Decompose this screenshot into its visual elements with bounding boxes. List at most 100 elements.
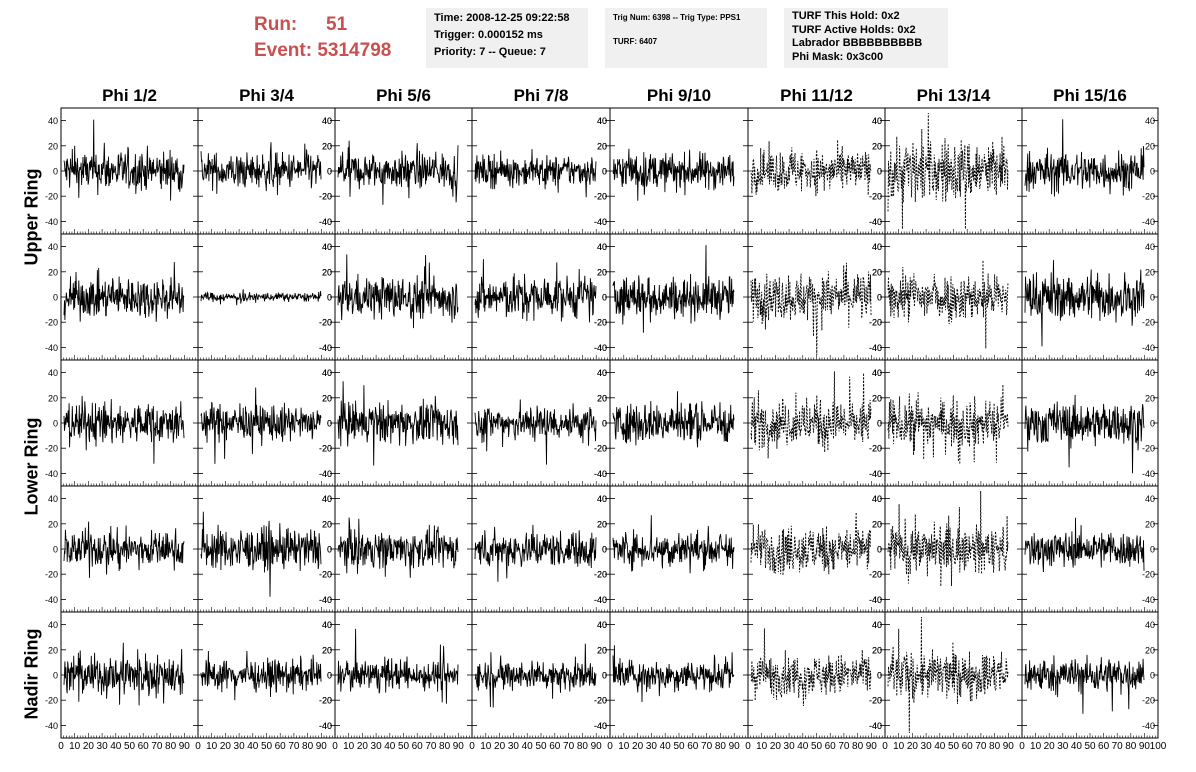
y-tick-label: 40 [322,368,332,378]
waveform-panel: -40 -20 0 20 40 [319,485,473,613]
y-tick-label: 40 [597,116,607,126]
x-tick-label: 50 [398,741,410,752]
x-tick-label: 20 [1044,741,1056,752]
x-tick-label: 10 [893,741,905,752]
x-tick-label: 60 [687,741,699,752]
x-tick-label: 50 [948,741,960,752]
y-tick-label: 0 [53,671,58,681]
y-tick-label: 40 [1145,494,1155,504]
y-tick-label: 0 [327,671,332,681]
y-tick-label: 40 [322,116,332,126]
waveform-trace [200,142,322,196]
y-tick-label: 0 [327,293,332,303]
panel-frame [884,359,1023,487]
y-tick-label: 40 [597,494,607,504]
y-tick-label: -20 [45,696,58,706]
x-tick-label: 60 [275,741,287,752]
y-tick-label: 20 [322,519,332,529]
y-tick-label: 20 [872,393,882,403]
x-tick-label: 10 [343,741,355,752]
y-tick-label: 0 [53,167,58,177]
x-tick-label: 40 [660,741,672,752]
x-tick-label: 90 [591,741,603,752]
y-tick-label: 20 [597,267,607,277]
waveform-panel: -40 -20 0 20 40 [594,485,749,613]
y-tick-label: -20 [45,444,58,454]
y-tick-label: 40 [1145,242,1155,252]
waveform-trace [750,371,872,459]
x-tick-label: 90 [179,741,191,752]
y-tick-label: 20 [322,645,332,655]
y-tick-label: 40 [322,368,332,378]
waveform-trace [337,517,459,578]
waveform-panel: -40 -20 0 20 40 [45,107,199,235]
trigger-line: Trigger: 0.000152 ms [434,29,543,41]
waveform-trace [1024,260,1145,347]
y-tick-label: -20 [1142,570,1155,580]
column-header: Phi 3/4 [239,86,294,105]
column-header: Phi 9/10 [646,86,712,105]
y-tick-label: -20 [869,696,882,706]
x-tick-label: 70 [701,741,713,752]
y-tick-label: -20 [1142,318,1155,328]
y-tick-label: -40 [1142,469,1155,479]
waveform-panel: -40 -20 0 20 40 [747,233,886,361]
y-tick-label: -40 [869,595,882,605]
y-tick-label: 0 [877,419,882,429]
x-tick-label: 30 [784,741,796,752]
y-tick-label: 20 [597,645,607,655]
x-tick-label: 60 [962,741,974,752]
x-tick-label: 20 [907,741,919,752]
y-tick-label: -20 [319,444,332,454]
y-tick-label: 20 [322,393,332,403]
y-tick-label: 20 [48,645,58,655]
y-tick-label: 0 [877,545,882,555]
labrador-line: Labrador BBBBBBBBBB [792,37,923,49]
waveform-panel: -40 -20 0 20 40 [869,359,1023,487]
y-tick-label: -40 [45,721,58,731]
x-tick-label: 70 [563,741,575,752]
y-tick-label: 0 [602,293,607,303]
y-tick-label: -20 [319,570,332,580]
x-tick-label: 0 [332,741,338,752]
x-tick-label: 30 [371,741,383,752]
x-tick-label: 0 [195,741,201,752]
y-tick-label: -20 [45,318,58,328]
y-tick-label: 40 [48,116,58,126]
x-tick-label: 90 [1003,741,1015,752]
y-tick-label: 0 [53,545,58,555]
y-tick-label: 20 [597,141,607,151]
waveform-trace [887,112,1009,230]
waveform-trace [887,490,1009,587]
x-tick-label: 80 [852,741,864,752]
y-tick-label: -20 [319,570,332,580]
waveform-trace [474,524,597,582]
waveform-trace [200,387,322,464]
y-tick-label: 20 [872,519,882,529]
waveform-panel: -40 -20 0 20 40 [319,359,473,487]
y-tick-label: -40 [594,217,607,227]
time-line: Time: 2008-12-25 09:22:58 [434,12,570,24]
x-tick-label: 40 [384,741,396,752]
y-tick-label: 20 [322,267,332,277]
y-tick-label: 20 [48,393,58,403]
y-tick-label: 0 [327,545,332,555]
waveform-panel: -40 -20 0 20 40 [1021,485,1159,613]
y-tick-label: 0 [602,671,607,681]
waveform-trace [63,521,185,578]
y-tick-label: -20 [319,192,332,202]
y-tick-label: 40 [1145,368,1155,378]
y-tick-label: -40 [45,469,58,479]
x-tick-label: 40 [797,741,809,752]
y-tick-label: -40 [45,343,58,353]
y-tick-label: 40 [872,368,882,378]
y-tick-label: -20 [45,192,58,202]
y-tick-label: 20 [597,141,607,151]
y-tick-label: -40 [319,469,332,479]
priority-line: Priority: 7 -- Queue: 7 [434,46,546,58]
x-tick-label: 10 [206,741,218,752]
y-tick-label: 0 [877,419,882,429]
x-tick-label: 50 [535,741,547,752]
y-tick-label: -20 [594,570,607,580]
y-tick-label: 0 [327,167,332,177]
